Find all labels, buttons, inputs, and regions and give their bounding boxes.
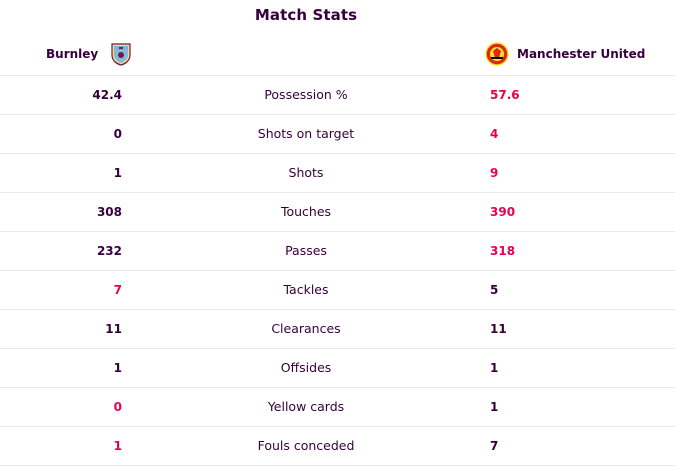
stat-row: 1 Offsides 1 xyxy=(0,348,675,387)
home-stat-value: 1 xyxy=(113,361,122,375)
away-stat-value: 7 xyxy=(490,439,499,453)
stat-label: Fouls conceded xyxy=(257,438,355,453)
stat-row: 7 Tackles 5 xyxy=(0,270,675,309)
stat-label: Clearances xyxy=(271,321,341,336)
stat-row: 0 Yellow cards 1 xyxy=(0,387,675,426)
home-team[interactable]: Burnley xyxy=(46,42,132,66)
stat-label: Touches xyxy=(280,204,332,219)
away-stat-value: 318 xyxy=(490,244,516,258)
stat-label: Yellow cards xyxy=(267,399,345,414)
home-stat-value: 232 xyxy=(96,244,122,258)
stat-row: 308 Touches 390 xyxy=(0,192,675,231)
stat-row: 0 Shots on target 4 xyxy=(0,114,675,153)
home-stat-value: 308 xyxy=(96,205,122,219)
home-stat-value: 0 xyxy=(113,127,122,141)
stat-label: Possession % xyxy=(264,87,348,102)
stat-label: Offsides xyxy=(280,360,332,375)
stat-label: Shots on target xyxy=(257,126,355,141)
home-stat-value: 7 xyxy=(113,283,122,297)
match-stats-title: Match Stats xyxy=(254,6,358,24)
home-stat-value: 42.4 xyxy=(92,88,122,102)
away-stat-value: 57.6 xyxy=(490,88,520,102)
home-stat-value: 1 xyxy=(113,439,122,453)
stat-row: 232 Passes 318 xyxy=(0,231,675,270)
stat-row: 11 Clearances 11 xyxy=(0,309,675,348)
burnley-crest-icon xyxy=(111,43,131,66)
stat-label: Tackles xyxy=(283,282,329,297)
stat-row: 42.4 Possession % 57.6 xyxy=(0,75,675,114)
away-team-name: Manchester United xyxy=(517,47,646,61)
away-stat-value: 11 xyxy=(490,322,507,336)
away-stat-value: 5 xyxy=(490,283,499,297)
away-stat-value: 1 xyxy=(490,400,499,414)
stats-table: 42.4 Possession % 57.6 0 Shots on target 4 1 Sh… xyxy=(0,75,675,466)
home-stat-value: 1 xyxy=(113,166,122,180)
home-stat-value: 11 xyxy=(105,322,122,336)
teams-header: Burnley Manchester United xyxy=(0,38,675,75)
stat-row: 1 Fouls conceded 7 xyxy=(0,426,675,466)
away-stat-value: 9 xyxy=(490,166,499,180)
away-stat-value: 390 xyxy=(490,205,516,219)
home-team-name: Burnley xyxy=(46,47,99,61)
away-team[interactable]: Manchester United xyxy=(485,42,645,66)
stat-row: 1 Shots 9 xyxy=(0,153,675,192)
stat-label: Shots xyxy=(288,165,324,180)
home-stat-value: 0 xyxy=(113,400,122,414)
away-stat-value: 1 xyxy=(490,361,499,375)
stat-label: Passes xyxy=(285,243,327,258)
away-stat-value: 4 xyxy=(490,127,499,141)
manchester-united-crest-icon xyxy=(485,42,509,66)
